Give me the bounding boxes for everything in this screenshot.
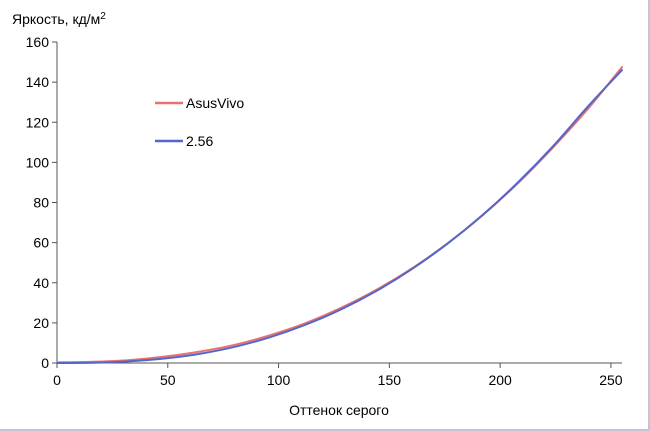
y-tick-label: 160 [26,34,50,50]
legend-label-1: AsusVivo [186,95,244,111]
x-tick-label: 200 [488,372,512,388]
y-tick-label: 40 [33,275,49,291]
series-layer [56,66,623,364]
x-tick-label: 150 [378,372,402,388]
y-tick-label: 140 [26,74,50,90]
y-axis-title-superscript: 2 [100,11,106,22]
series-line-2 [56,69,623,364]
x-tick-label: 50 [160,372,176,388]
legend: AsusVivo 2.56 [155,95,244,149]
y-axis-title-text: Яркость, кд/м [12,11,100,27]
x-tick-label: 250 [599,372,623,388]
y-tick-label: 0 [41,355,49,371]
y-axis-title: Яркость, кд/м2 [12,11,106,27]
y-tick-label: 60 [33,235,49,251]
y-tick-label: 80 [33,195,49,211]
y-tick-label: 120 [26,114,50,130]
axes-layer: 0 20 40 60 80 100 120 140 160 0 50 100 150 200 250 [26,34,623,388]
x-tick-label: 100 [267,372,291,388]
x-axis-title: Оттенок серого [289,402,389,418]
y-tick-label: 20 [33,315,49,331]
series-line-1 [56,66,623,364]
legend-label-2: 2.56 [186,133,213,149]
y-tick-label: 100 [26,154,50,170]
x-tick-label: 0 [53,372,61,388]
